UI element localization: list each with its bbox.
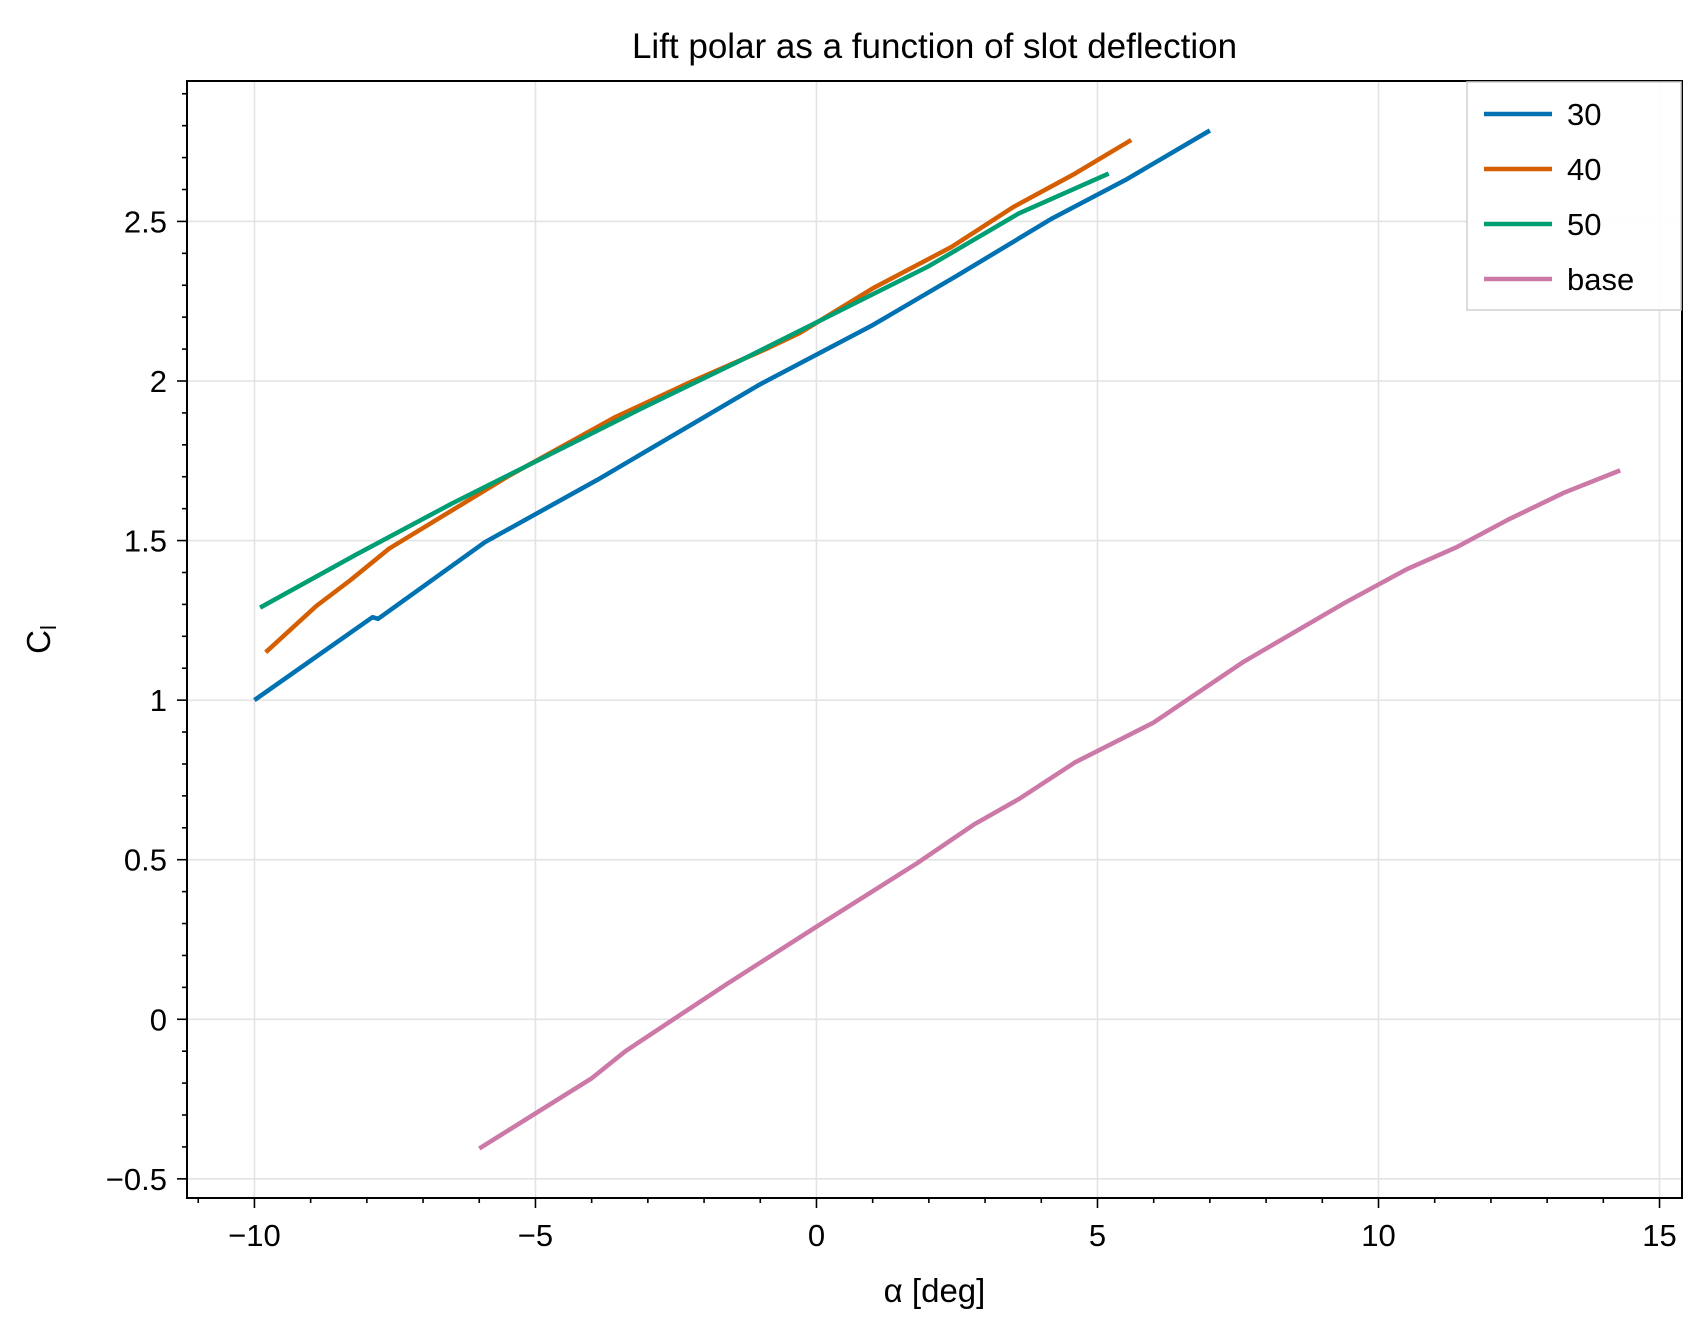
- legend-box: [1466, 81, 1682, 311]
- y-tick-label: 0.5: [124, 843, 167, 878]
- legend-label-30: 30: [1567, 97, 1601, 132]
- chart-title: Lift polar as a function of slot deflect…: [632, 27, 1237, 66]
- legend: 30 40 50 base: [1466, 81, 1682, 311]
- x-tick-label: −10: [228, 1218, 281, 1253]
- ticks: −10 −5 0 5 10 15 −0.5 0 0.5 1 1.5 2 2.5: [106, 92, 1677, 1253]
- series-line-30: [253, 128, 1212, 702]
- series-line-50: [259, 171, 1110, 610]
- series-group: [253, 128, 1622, 1151]
- y-tick-label: 2.5: [124, 204, 167, 239]
- legend-label-base: base: [1567, 262, 1634, 297]
- x-tick-label: 10: [1361, 1218, 1395, 1253]
- x-tick-label: 15: [1642, 1218, 1676, 1253]
- y-axis-label-main: C: [20, 630, 57, 654]
- y-tick-label: 1.5: [124, 524, 167, 559]
- y-tick-label: 1: [150, 683, 167, 718]
- x-tick-label: 0: [808, 1218, 825, 1253]
- y-axis-label-subscript: l: [36, 625, 61, 630]
- series-line-base: [478, 468, 1622, 1151]
- y-tick-label: 0: [150, 1002, 167, 1037]
- y-tick-label: 2: [150, 364, 167, 399]
- x-tick-label: 5: [1089, 1218, 1106, 1253]
- y-axis-label: Cl: [20, 625, 61, 654]
- x-axis-label: α [deg]: [884, 1272, 986, 1309]
- legend-label-40: 40: [1567, 152, 1601, 187]
- y-tick-label: −0.5: [106, 1162, 167, 1197]
- x-tick-label: −5: [518, 1218, 553, 1253]
- plot-frame: [186, 80, 1683, 1199]
- legend-label-50: 50: [1567, 207, 1601, 242]
